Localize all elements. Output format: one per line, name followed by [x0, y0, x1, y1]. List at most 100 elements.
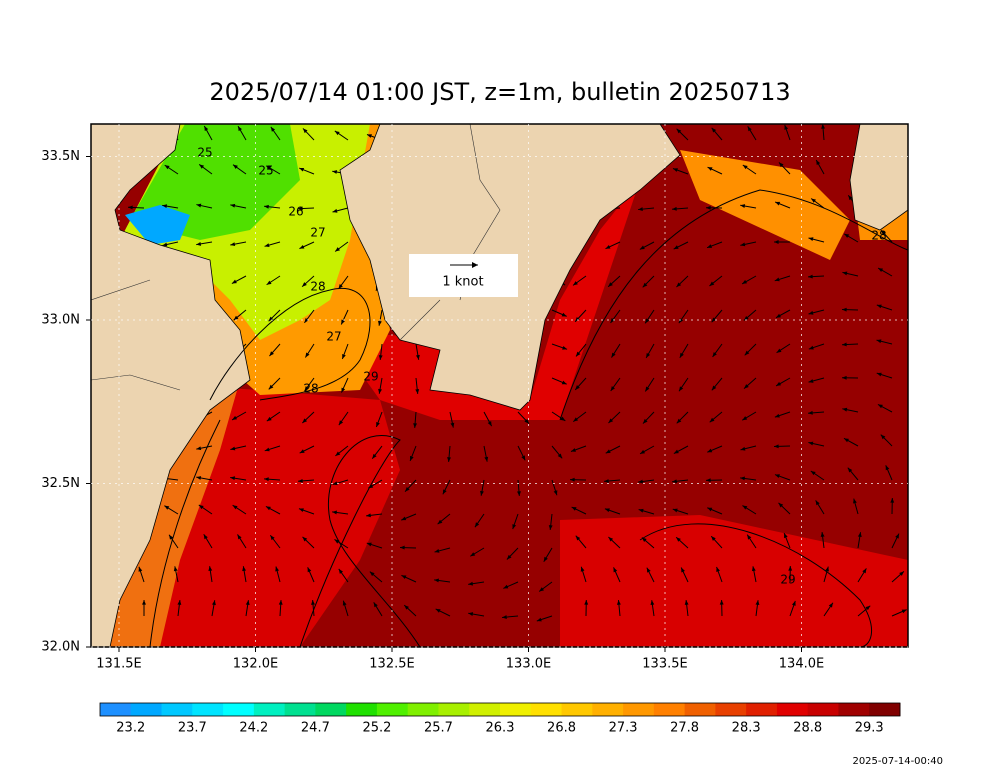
vector-head: [557, 453, 563, 459]
vector-head: [611, 352, 616, 358]
vector-head: [164, 165, 170, 170]
vector-head: [719, 600, 724, 605]
vector-head: [341, 319, 345, 325]
colorbar-label: 24.7: [301, 721, 330, 736]
vector-head: [298, 508, 304, 513]
colorbar-cell: [561, 703, 593, 716]
colorbar-label: 23.7: [178, 721, 207, 736]
vector-head: [895, 533, 899, 539]
vector-head: [196, 476, 202, 480]
vector-head: [199, 164, 205, 169]
vector-head: [560, 416, 566, 421]
sea-red: [560, 515, 908, 647]
vector-head: [808, 274, 813, 279]
vector-head: [434, 549, 440, 553]
vector-head: [570, 477, 575, 482]
vector-head: [604, 508, 610, 513]
lat-tick-label: 32.0N: [41, 640, 80, 655]
vector-head: [410, 455, 414, 461]
colorbar-cell: [653, 703, 686, 716]
contour-label: 28: [310, 280, 325, 294]
vector-head: [196, 241, 202, 246]
vector-head: [716, 566, 720, 572]
vector-head: [304, 386, 309, 391]
vector-head: [503, 584, 509, 589]
vector-head: [808, 237, 814, 242]
contour-label: 27: [310, 226, 325, 240]
vector-head: [232, 415, 238, 420]
vector-head: [608, 536, 614, 542]
vector-head: [778, 502, 784, 508]
vector-head: [299, 449, 305, 454]
vector-head: [676, 537, 681, 542]
lon-tick-label: 133.0E: [506, 657, 551, 672]
lat-tick-label: 33.0N: [41, 313, 80, 328]
vector-head: [302, 536, 308, 542]
vector-head: [264, 447, 270, 452]
vector-head: [676, 282, 682, 288]
colorbar-label: 29.3: [855, 721, 884, 736]
vector-head: [842, 342, 847, 347]
vector-head: [709, 417, 715, 423]
vector-head: [865, 605, 871, 611]
sea-orange: [680, 150, 850, 260]
colorbar-cell: [838, 703, 870, 716]
vector-head: [468, 581, 474, 586]
vector-head: [468, 612, 474, 616]
vector-head: [650, 600, 655, 605]
vector-head: [676, 418, 682, 424]
vector-head: [747, 126, 752, 132]
vector-head: [825, 566, 829, 572]
vector-head: [562, 345, 568, 350]
vector-head: [487, 421, 492, 427]
vector-head: [610, 318, 615, 323]
vector-head: [672, 479, 677, 484]
colorbar-cell: [253, 703, 286, 716]
vector-head: [742, 164, 748, 170]
vector-head: [740, 242, 746, 247]
vector-head: [672, 508, 678, 513]
vector-head: [774, 474, 780, 478]
vector-head: [173, 566, 178, 572]
vector-head: [434, 578, 439, 583]
vector-head: [816, 160, 821, 165]
vector-head: [561, 312, 567, 317]
vector-head: [480, 490, 484, 496]
vector-head: [502, 615, 507, 619]
vector-head: [539, 587, 545, 592]
vector-head: [707, 167, 713, 171]
vector-head: [808, 310, 814, 315]
lon-tick-label: 132.0E: [233, 657, 278, 672]
vector-head: [877, 404, 883, 409]
contour-label: 26: [288, 205, 303, 219]
vector-head: [573, 417, 579, 422]
vector-head: [639, 245, 645, 250]
vector-head: [335, 451, 341, 456]
vector-head: [264, 204, 269, 209]
vector-head: [334, 130, 340, 136]
colorbar-cell: [223, 703, 255, 716]
colorbar-cell: [346, 703, 378, 716]
vector-head: [776, 348, 782, 353]
vector-head: [307, 567, 312, 573]
vector-head: [842, 271, 848, 276]
vector-head: [543, 556, 548, 562]
vector-head: [681, 567, 685, 573]
vector-head: [744, 384, 749, 389]
vector-head: [275, 566, 280, 572]
vector-head: [378, 320, 382, 326]
vector-head: [442, 489, 447, 495]
vector-head: [369, 571, 375, 577]
vector-head: [203, 534, 208, 540]
vector-head: [338, 568, 344, 574]
vector-head: [857, 532, 862, 538]
colorbar-label: 23.2: [116, 721, 145, 736]
lon-tick-label: 134.0E: [779, 657, 824, 672]
vector-head: [878, 268, 884, 273]
map-area: 25 25 26 27 28 27 28 29 28 29: [91, 124, 908, 647]
vector-head: [372, 453, 377, 459]
vector-head: [561, 380, 567, 385]
vector-head: [901, 609, 907, 614]
vector-head: [212, 600, 216, 606]
